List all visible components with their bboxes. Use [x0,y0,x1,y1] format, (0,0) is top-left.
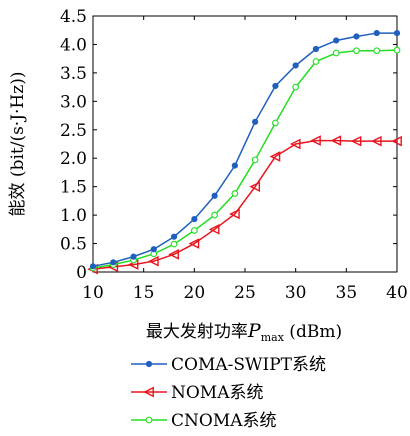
x-tick-label: 15 [133,283,155,303]
x-tick-label: 20 [184,283,206,303]
y-tick-label: 0.5 [60,235,87,255]
y-tick-label: 3.5 [60,64,87,84]
data-point [312,45,320,53]
legend-swatch-marker [143,386,154,398]
legend-swatch-marker [145,360,153,368]
data-point [370,135,382,147]
series-line [92,139,397,270]
series-layer [87,29,402,275]
data-point [190,227,198,234]
data-point [229,208,240,220]
legend: COMA-SWIPT系统 NOMA系统 CNOMA系统 [131,355,326,431]
data-point [168,249,179,260]
y-tick-label: 2.0 [60,149,87,169]
data-point [332,49,340,57]
series-2 [89,46,401,272]
x-axis-label-prefix: 最大发射功率 [146,322,248,342]
data-point [252,118,259,125]
data-point [249,181,261,192]
x-tick-label: 35 [336,283,358,303]
data-point [289,138,301,150]
data-point [393,29,401,37]
data-point [272,119,279,127]
y-tick-label: 0 [76,263,87,283]
data-point [269,151,281,162]
legend-item: CNOMA系统 [131,411,277,431]
series-line [92,32,397,268]
data-point [312,58,320,65]
legend-item: NOMA系统 [131,383,264,403]
data-point [89,263,97,270]
data-point [208,224,220,235]
data-point [170,233,178,240]
legend-label: CNOMA系统 [171,411,277,431]
x-axis-label-group: 最大发射功率Pmax (dBm) [146,320,342,344]
y-tick-label: 1.0 [60,206,87,226]
data-point [231,190,239,197]
data-point [333,37,340,44]
x-tick-label: 30 [285,283,307,303]
y-tick-label: 2.5 [60,121,87,141]
data-point [211,211,218,219]
y-tick-label: 1.5 [60,178,87,198]
data-point [231,162,238,169]
data-point [130,253,137,260]
data-point [373,47,381,55]
x-axis-label-var: P [247,320,262,342]
series-0 [89,29,401,270]
x-tick-label: 40 [386,283,408,303]
data-point [251,156,259,164]
x-axis-label-unit: (dBm) [284,322,342,342]
data-point [110,259,117,266]
data-point [292,62,299,69]
series-line [92,49,398,269]
y-tick-label: 4.0 [60,35,87,55]
data-point [148,255,159,267]
legend-swatch-marker [145,416,153,424]
data-point [353,33,360,40]
x-tick-label: 10 [82,283,104,303]
x-tick-label: 25 [234,283,256,303]
data-point [188,238,200,249]
legend-label: NOMA系统 [171,383,264,403]
data-point [393,46,401,54]
data-point [292,83,300,91]
series-1 [87,135,402,275]
data-point [330,135,342,146]
y-tick-label: 3.0 [60,92,87,112]
data-point [373,29,380,37]
data-point [150,246,157,253]
y-axis-label: 能效 (bit/(s·J·Hz)) [8,72,28,217]
axis-ticks: 10 15 20 25 30 35 40 0 0.5 1.0 1.5 2.0 2.5 3.0 3.5 4.0 4… [60,7,408,303]
data-point [391,135,402,147]
y-axis-label-group: 能效 (bit/(s·J·Hz)) [8,72,28,217]
legend-label: COMA-SWIPT系统 [171,355,326,375]
data-point [310,135,321,146]
data-point [272,82,279,90]
x-axis-label-sub: max [261,331,285,344]
data-point [353,47,360,55]
data-point [170,240,178,248]
x-axis-label: 最大发射功率Pmax (dBm) [146,320,342,344]
data-point [191,215,198,223]
data-point [211,192,218,199]
y-tick-label: 4.5 [60,7,87,27]
data-point [350,135,362,147]
legend-item: COMA-SWIPT系统 [131,355,326,375]
